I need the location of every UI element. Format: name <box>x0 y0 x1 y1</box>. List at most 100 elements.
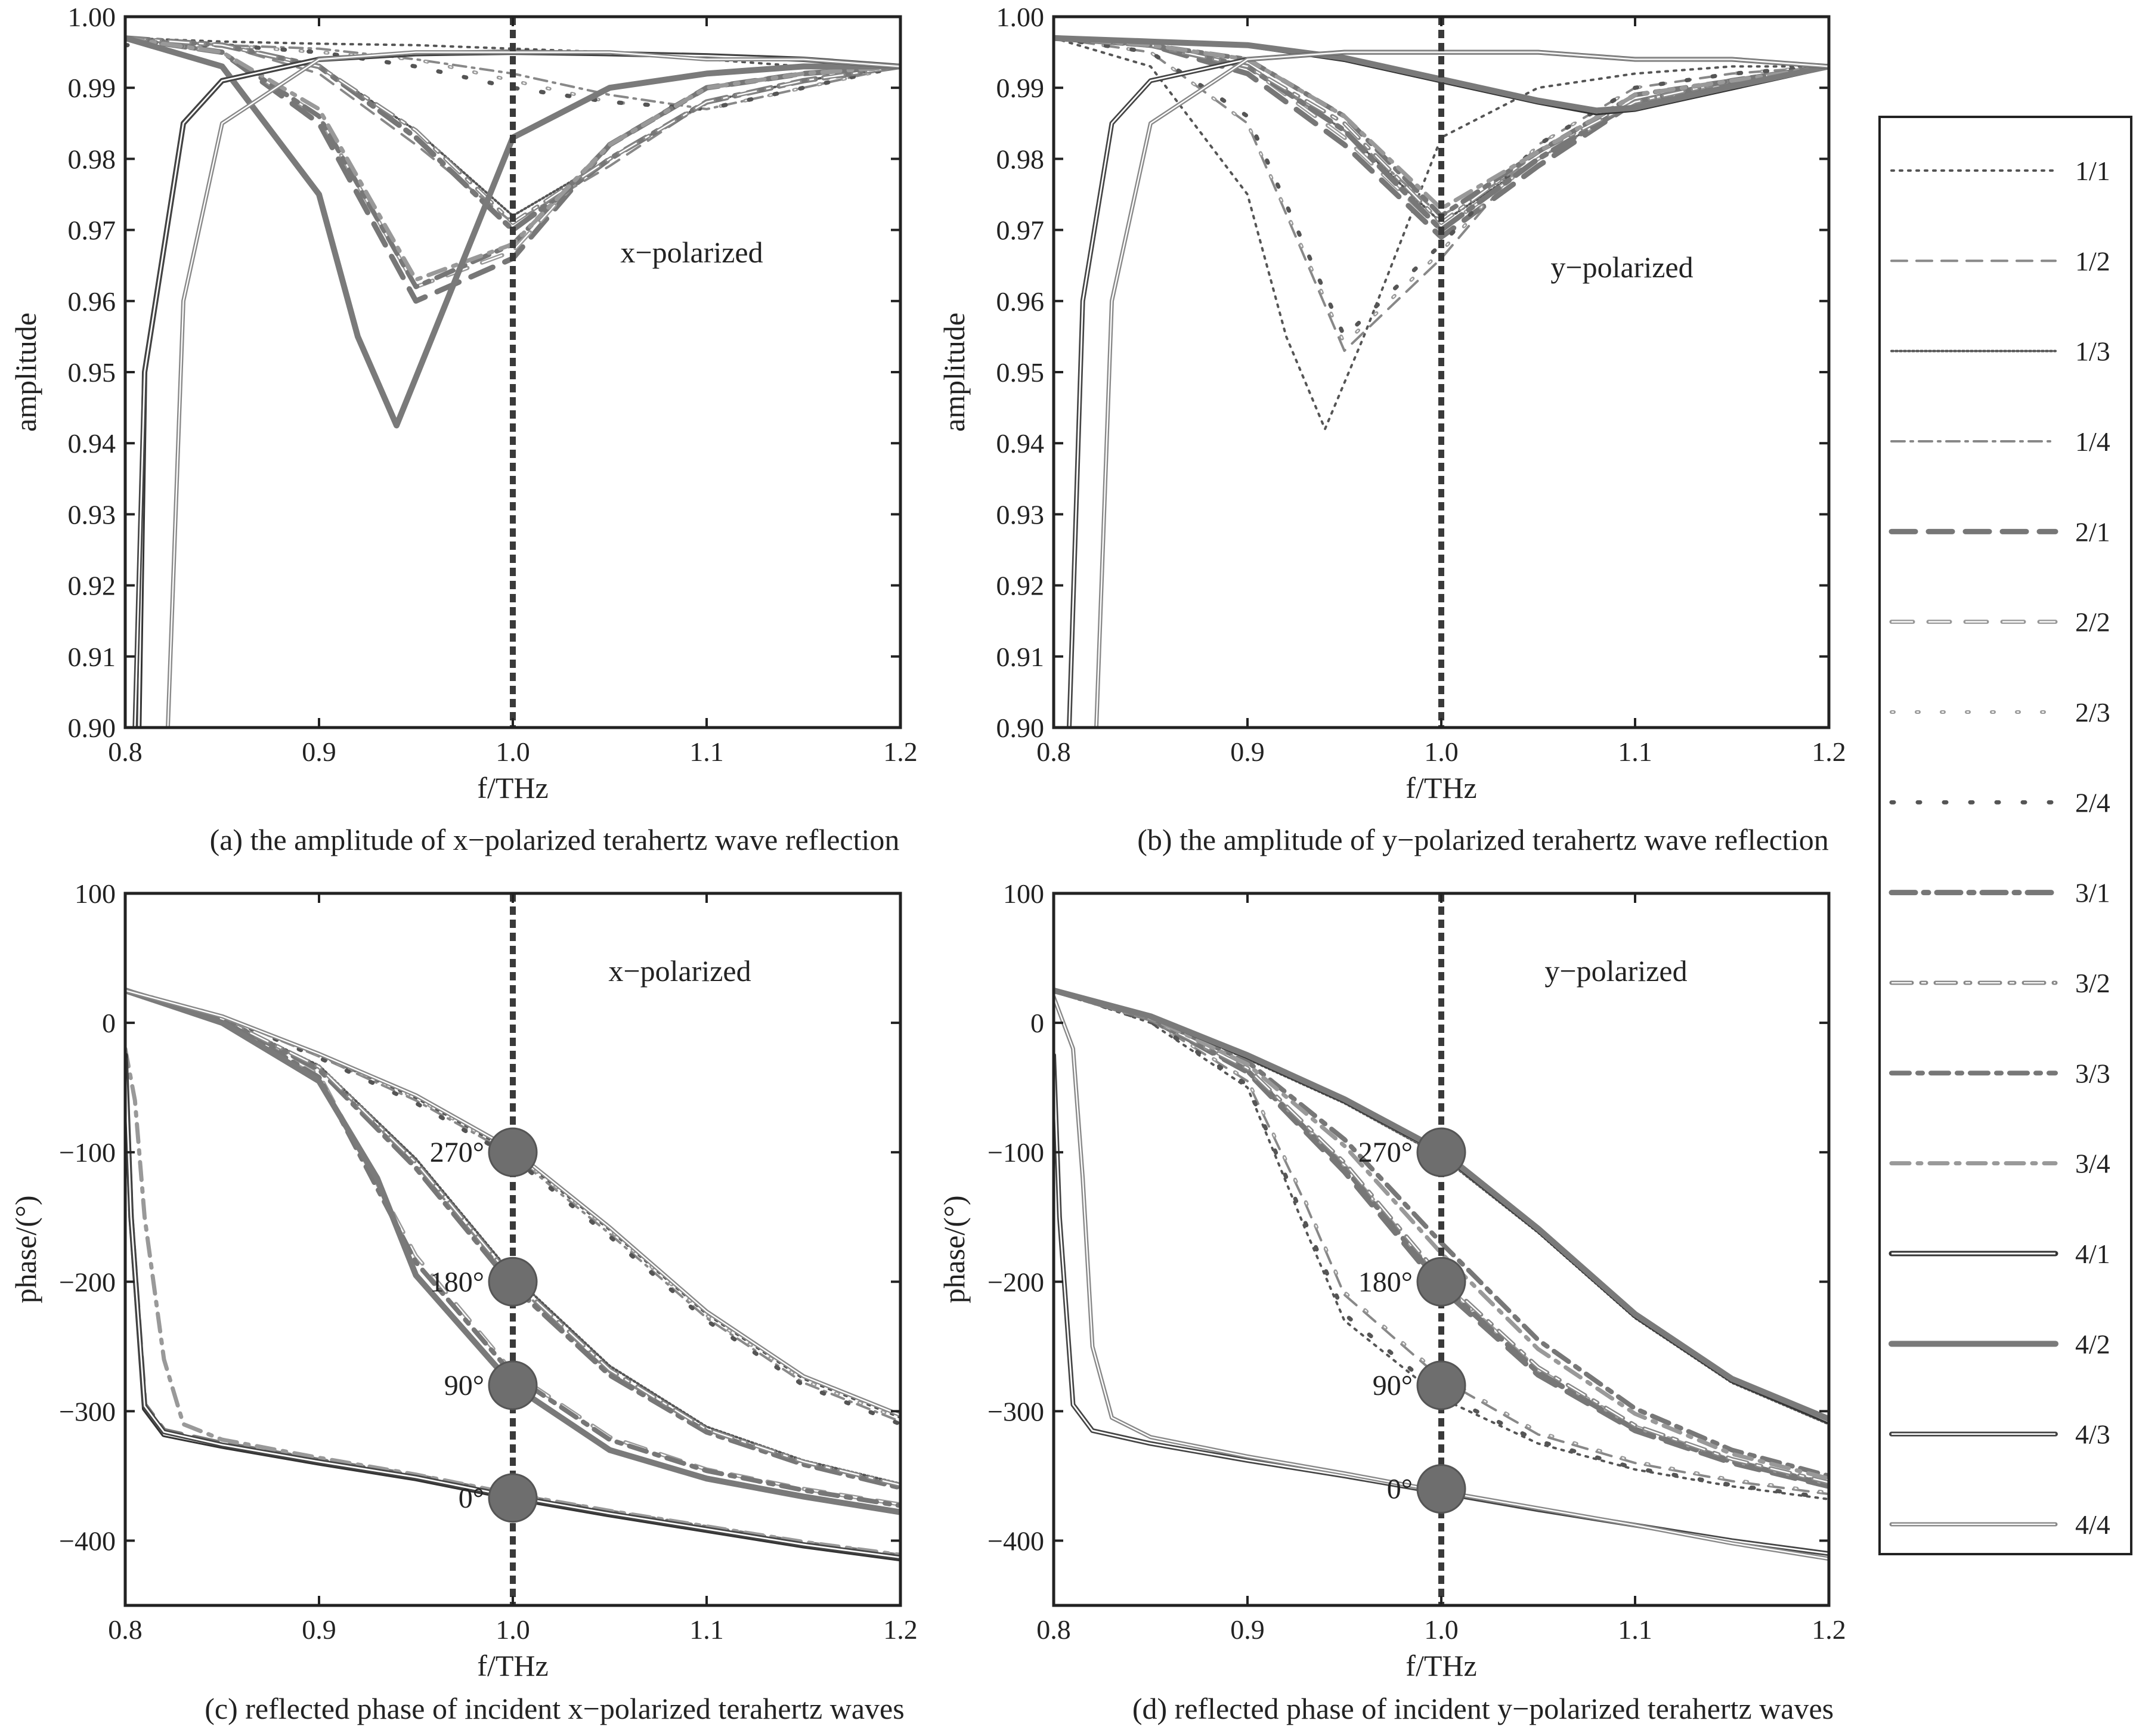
legend-label-1-4: 1/4 <box>2075 426 2110 457</box>
legend-label-4-4: 4/4 <box>2075 1509 2110 1540</box>
series-line-3-4 <box>1054 988 1829 1481</box>
x-tick-label: 1.1 <box>1618 1614 1652 1645</box>
y-tick-label: 100 <box>1003 878 1044 909</box>
series-line-4-1 <box>136 49 900 728</box>
y-tick-label: 0 <box>102 1008 116 1038</box>
series-line-4-2 <box>125 987 900 1515</box>
x-tick-label: 1.1 <box>1618 737 1652 767</box>
panel-c: 270° 180° 90° 0° 0.8 0.9 1.0 1.1 1.2 100 0 −100 −200… <box>9 878 918 1725</box>
legend-label-4-2: 4/2 <box>2075 1329 2110 1359</box>
y-tick-label: −300 <box>59 1396 116 1426</box>
y-tick-label: 0.92 <box>68 571 116 601</box>
phase-marker-label: 90° <box>444 1370 484 1401</box>
series-line-3-4 <box>125 1047 900 1557</box>
phase-marker <box>488 1257 538 1307</box>
legend-label-3-1: 3/1 <box>2075 878 2110 908</box>
series-line-inner-2-3 <box>125 44 900 110</box>
phase-marker <box>1416 1257 1466 1307</box>
series-group <box>125 35 900 728</box>
x-tick-label: 1.0 <box>496 1614 530 1645</box>
polarization-annotation: x−polarized <box>608 954 751 988</box>
phase-marker <box>488 1127 538 1177</box>
legend-label-4-1: 4/1 <box>2075 1239 2110 1269</box>
y-tick-label: 0.95 <box>68 357 116 388</box>
x-tick-label: 0.8 <box>108 737 143 767</box>
y-tick-label: 0.99 <box>68 73 116 103</box>
y-tick-label: 0.92 <box>996 571 1045 601</box>
y-tick-label: −400 <box>59 1525 116 1556</box>
series-line-inner-4-4 <box>1054 997 1829 1559</box>
y-tick-label: 1.00 <box>996 2 1045 32</box>
x-tick-label: 0.9 <box>302 1614 336 1645</box>
series-line-inner-4-1 <box>138 51 900 728</box>
legend-frame <box>1878 116 2132 1555</box>
series-line-2-4 <box>1054 988 1829 1500</box>
y-tick-label: −100 <box>987 1137 1044 1168</box>
phase-marker-label: 270° <box>1358 1137 1413 1168</box>
y-tick-label: −100 <box>59 1137 116 1168</box>
y-axis-label: amplitude <box>937 312 971 432</box>
y-tick-label: 0.96 <box>68 286 116 317</box>
series-line-4-3 <box>1067 49 1829 728</box>
y-tick-label: 0.97 <box>68 215 116 246</box>
y-tick-label: 0.98 <box>996 144 1045 174</box>
y-tick-label: 0.99 <box>996 73 1045 103</box>
y-tick-label: 0.94 <box>68 428 116 459</box>
panel-caption: (c) reflected phase of incident x−polari… <box>205 1692 904 1725</box>
polarization-annotation: y−polarized <box>1550 250 1693 284</box>
series-line-4-2 <box>1054 35 1829 114</box>
series-line-1-2 <box>1054 989 1829 1496</box>
phase-marker-label: 180° <box>1358 1266 1413 1298</box>
y-axis-label: phase/(°) <box>9 1195 42 1303</box>
phase-marker-label: 0° <box>1387 1474 1413 1505</box>
y-tick-label: 0.94 <box>996 428 1045 459</box>
x-tick-label: 0.8 <box>108 1614 143 1645</box>
x-axis-label: f/THz <box>477 771 548 804</box>
y-tick-label: 100 <box>75 878 116 909</box>
x-axis-label: f/THz <box>477 1649 548 1682</box>
legend-label-4-3: 4/3 <box>2075 1419 2110 1450</box>
legend-label-3-2: 3/2 <box>2075 968 2110 998</box>
y-tick-label: 0.96 <box>996 286 1045 317</box>
panel-caption: (d) reflected phase of incident y−polari… <box>1132 1692 1834 1725</box>
x-tick-label: 1.2 <box>883 737 918 767</box>
y-tick-label: 0.93 <box>996 499 1045 530</box>
x-tick-label: 1.1 <box>689 1614 724 1645</box>
x-tick-label: 0.8 <box>1036 737 1071 767</box>
y-axis-label: phase/(°) <box>937 1195 971 1303</box>
y-tick-label: 0.91 <box>996 642 1045 672</box>
y-tick-label: 0.91 <box>68 642 116 672</box>
panel-caption: (b) the amplitude of y−polarized teraher… <box>1137 823 1829 856</box>
legend-label-3-4: 3/4 <box>2075 1149 2110 1179</box>
x-axis-label: f/THz <box>1406 1649 1476 1682</box>
y-tick-label: 0 <box>1030 1008 1044 1038</box>
legend-label-3-3: 3/3 <box>2075 1058 2110 1088</box>
series-line-inner-3-2 <box>1054 37 1829 224</box>
phase-marker-label: 180° <box>430 1266 484 1298</box>
y-tick-label: −200 <box>59 1267 116 1297</box>
y-tick-label: 0.95 <box>996 357 1045 388</box>
polarization-annotation: x−polarized <box>620 236 763 269</box>
series-line-4-2 <box>125 35 900 429</box>
y-tick-label: 1.00 <box>68 2 116 32</box>
phase-marker <box>1416 1360 1466 1410</box>
y-tick-label: 0.97 <box>996 215 1045 246</box>
panel-a: 0.8 0.9 1.0 1.1 1.2 0.90 0.91 0.92 0.93 0.94 0.95 0… <box>9 2 918 856</box>
y-tick-label: 0.90 <box>996 713 1045 743</box>
series-line-inner-4-3 <box>125 1059 900 1559</box>
panel-d: 270° 180° 90° 0° 0.8 0.9 1.0 1.1 1.2 100 0 −100 −200… <box>937 878 1846 1725</box>
x-tick-label: 0.9 <box>1230 1614 1265 1645</box>
y-tick-label: 0.98 <box>68 144 116 174</box>
x-tick-label: 0.8 <box>1036 1614 1071 1645</box>
legend-label-1-1: 1/1 <box>2075 156 2110 186</box>
series-line-inner-4-3 <box>1068 51 1829 728</box>
x-tick-label: 0.9 <box>302 737 336 767</box>
series-line-4-4 <box>1094 50 1829 728</box>
phase-marker <box>1416 1127 1466 1177</box>
series-line-inner-4-4 <box>167 51 900 728</box>
x-tick-label: 1.2 <box>883 1614 918 1645</box>
y-tick-label: −200 <box>987 1267 1044 1297</box>
y-tick-label: 0.90 <box>68 713 116 743</box>
y-tick-label: 0.93 <box>68 499 116 530</box>
phase-marker <box>488 1360 538 1410</box>
